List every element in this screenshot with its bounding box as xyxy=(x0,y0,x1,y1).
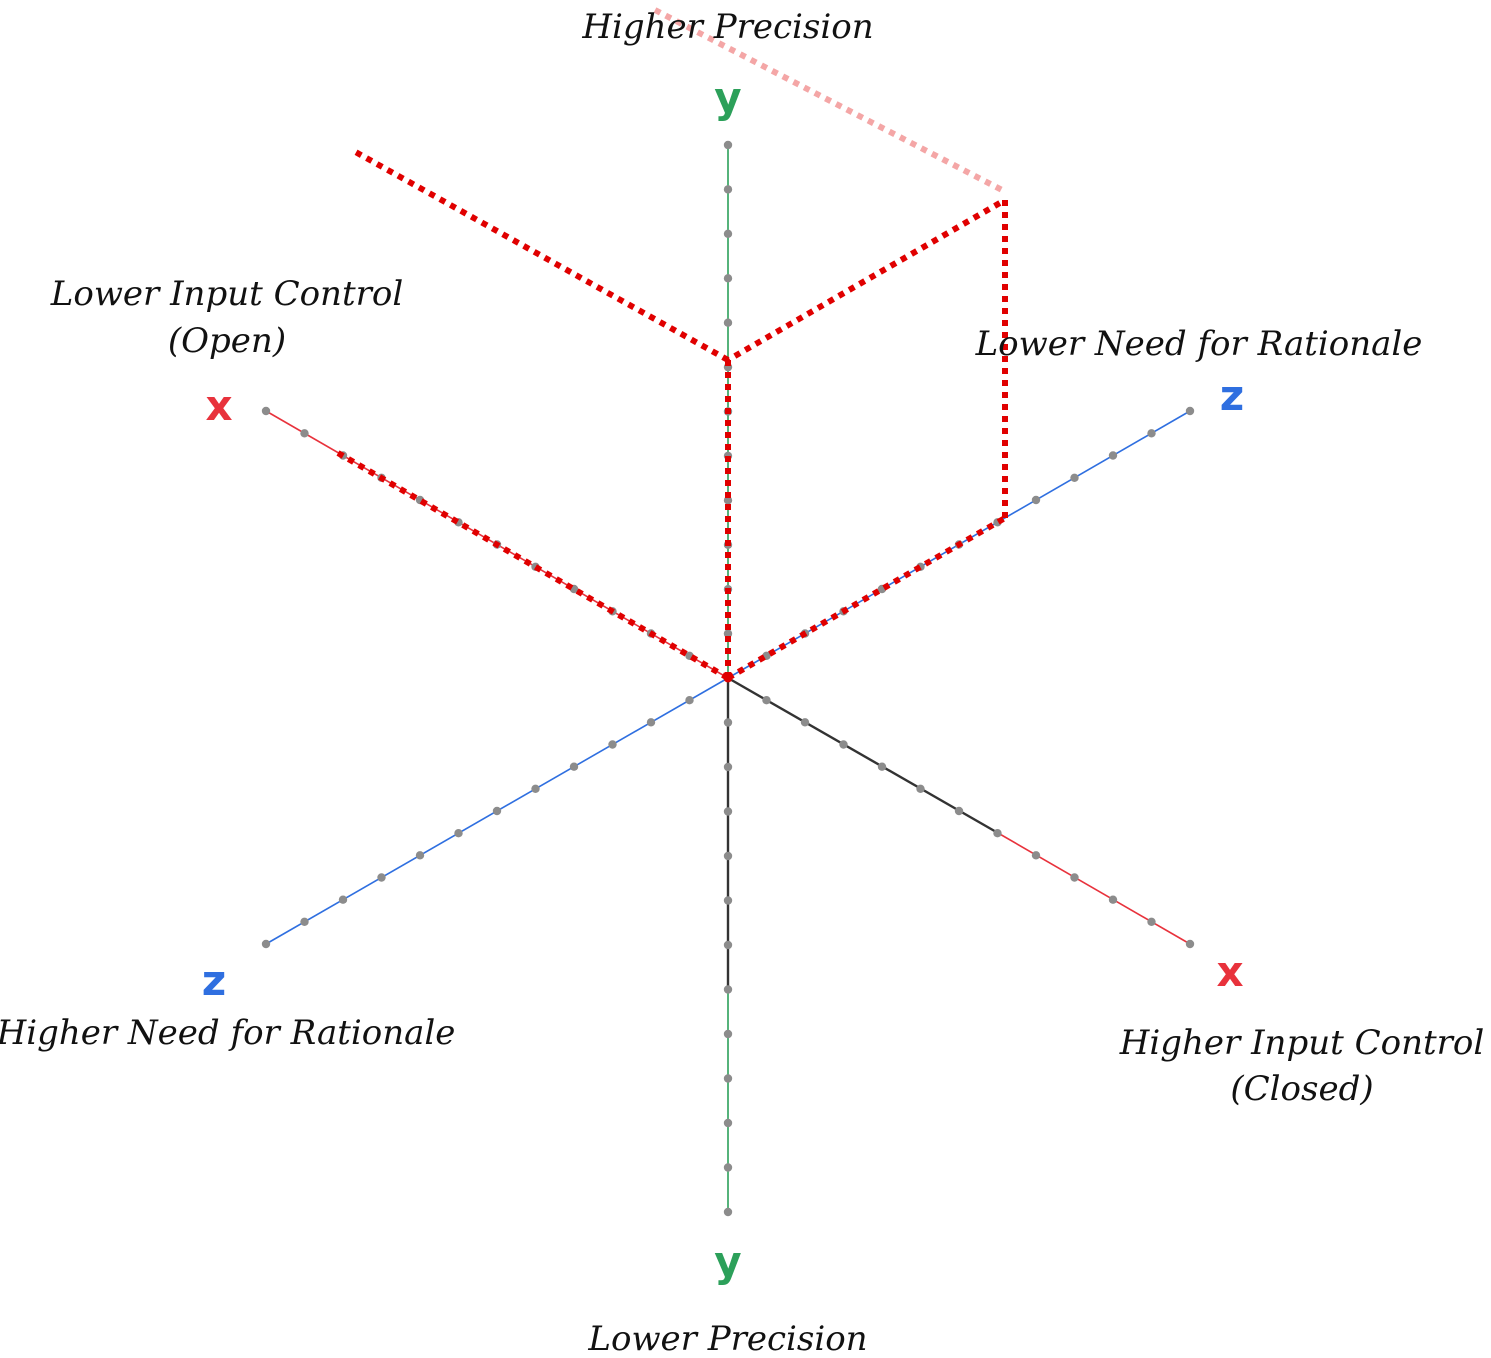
tick-dot-z-higher-need-3 xyxy=(608,740,617,749)
tick-dot-x-open-12 xyxy=(261,406,271,416)
tick-dot-y-top-9 xyxy=(723,274,733,283)
tick-dot-z-higher-need-10 xyxy=(338,895,348,904)
tick-dot-x-closed-6 xyxy=(954,806,964,816)
tick-dot-x-closed-12 xyxy=(1185,939,1195,949)
tick-dot-z-higher-need-11 xyxy=(300,917,309,926)
tick-dot-y-top-1 xyxy=(723,629,733,638)
tick-dot-y-top-11 xyxy=(723,185,733,194)
z-projection-path xyxy=(726,515,1007,681)
tick-dot-z-higher-need-1 xyxy=(685,696,694,705)
x-axis-closed-half-dark xyxy=(727,676,999,835)
z-axis-letter-higher-need: z xyxy=(202,956,226,1005)
tick-dot-x-closed-11 xyxy=(1147,917,1156,926)
label-closed: (Closed) xyxy=(1230,1069,1373,1109)
tick-dot-z-higher-need-2 xyxy=(646,718,656,727)
x-projection-path xyxy=(336,450,730,681)
y-axis-letter-bottom: y xyxy=(714,1237,741,1286)
tick-dot-y-top-8 xyxy=(723,318,733,327)
tick-dot-z-higher-need-5 xyxy=(531,784,540,793)
tick-dot-x-closed-5 xyxy=(916,784,925,793)
faded-top-edge xyxy=(653,7,1004,193)
tick-dot-x-closed-1 xyxy=(762,696,771,705)
z-axis-letter-lower-need: z xyxy=(1220,371,1244,420)
tick-dot-z-higher-need-4 xyxy=(569,762,579,771)
label-higher-precision: Higher Precision xyxy=(581,7,873,47)
pole-labels: Higher Precision Lower Precision Lower I… xyxy=(0,7,1484,1358)
tick-dot-y-bottom-1 xyxy=(723,718,733,727)
label-lower-input-control: Lower Input Control xyxy=(50,274,403,314)
axis-letters: y y x x z z xyxy=(202,73,1244,1286)
tick-dot-x-closed-9 xyxy=(1070,873,1079,882)
tick-dot-y-top-4 xyxy=(723,496,733,505)
tick-dot-z-higher-need-8 xyxy=(415,851,425,860)
yz-plane-edge-path xyxy=(726,194,1008,518)
label-lower-need-for-rationale: Lower Need for Rationale xyxy=(975,324,1423,364)
tick-dot-z-higher-need-9 xyxy=(377,873,386,882)
label-higher-input-control: Higher Input Control xyxy=(1119,1023,1484,1063)
tick-dot-y-bottom-4 xyxy=(723,851,733,861)
tick-dot-y-bottom-9 xyxy=(723,1074,733,1083)
tick-dot-y-bottom-11 xyxy=(723,1163,733,1172)
x-axis-letter-closed: x xyxy=(1216,947,1243,996)
label-higher-need-for-rationale: Higher Need for Rationale xyxy=(0,1013,455,1053)
tick-dot-z-higher-need-6 xyxy=(492,806,502,816)
tick-dot-z-lower-need-12 xyxy=(1185,406,1195,416)
tick-dot-x-closed-8 xyxy=(1031,851,1041,860)
tick-dot-x-closed-2 xyxy=(800,718,810,727)
y-axis-letter-top: y xyxy=(714,73,741,122)
tick-dot-y-bottom-3 xyxy=(723,807,733,816)
tick-dot-y-top-10 xyxy=(723,229,733,238)
tick-dot-z-lower-need-9 xyxy=(1070,473,1079,482)
tick-dot-x-closed-4 xyxy=(877,762,887,771)
tick-dot-x-closed-7 xyxy=(993,829,1002,838)
tick-dot-x-closed-10 xyxy=(1108,895,1118,904)
xy-plane-edge-path xyxy=(350,147,730,363)
tick-dot-y-bottom-5 xyxy=(723,896,733,905)
tick-dot-x-closed-3 xyxy=(839,740,848,749)
highlight-paths xyxy=(336,7,1008,681)
label-open: (Open) xyxy=(168,321,286,361)
tick-dot-x-open-11 xyxy=(300,429,309,438)
tick-dot-z-higher-need-12 xyxy=(261,939,271,949)
label-lower-precision: Lower Precision xyxy=(587,1319,867,1358)
tick-dot-z-higher-need-7 xyxy=(454,829,463,838)
tick-dot-y-bottom-6 xyxy=(723,940,733,950)
tick-dot-z-lower-need-10 xyxy=(1108,451,1118,460)
x-axis-closed-half-red xyxy=(997,832,1191,945)
tick-dot-y-bottom-7 xyxy=(723,985,733,994)
tick-dot-y-bottom-2 xyxy=(723,762,733,772)
tick-dot-y-bottom-10 xyxy=(723,1118,733,1128)
tick-dot-z-lower-need-11 xyxy=(1147,429,1156,438)
tick-dot-y-top-12 xyxy=(723,140,733,150)
x-axis-letter-open: x xyxy=(205,381,232,430)
tick-dot-y-bottom-8 xyxy=(723,1029,733,1039)
tick-dot-z-lower-need-8 xyxy=(1031,495,1041,505)
tick-dot-y-bottom-12 xyxy=(723,1207,733,1217)
